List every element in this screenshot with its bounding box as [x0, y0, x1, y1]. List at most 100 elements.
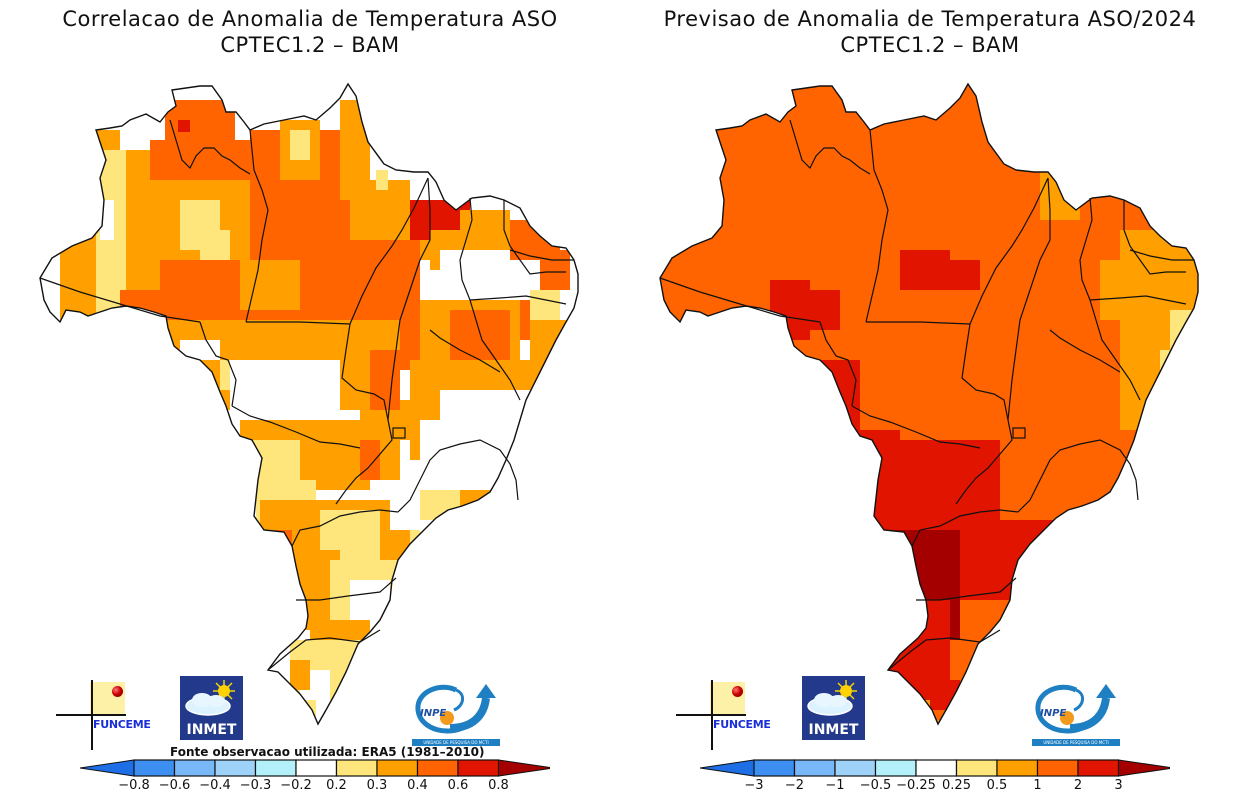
colorbar-tick-label: −2 [785, 778, 804, 793]
colorbar-arrow-high [498, 759, 550, 777]
state-border [459, 197, 473, 301]
state-border [659, 277, 821, 323]
state-border [955, 419, 1013, 505]
colorbar-bin [955, 759, 998, 777]
state-border [469, 295, 567, 305]
source-note: Fonte observacao utilizada: ERA5 (1981–2… [170, 745, 485, 759]
state-border [1007, 177, 1051, 421]
colorbar-arrow-high [1118, 759, 1170, 777]
colorbar-tick-label: −3 [744, 778, 763, 793]
colorbar-tick-label: 2 [1074, 778, 1082, 793]
state-border [961, 323, 1009, 421]
state-border [39, 277, 201, 323]
colorbar-tick-label: 0.25 [942, 778, 971, 793]
grid-cell [980, 690, 1010, 720]
grid-cell [160, 260, 250, 320]
colorbar-bin [457, 759, 500, 777]
state-border [1123, 200, 1186, 275]
colorbar-bin [753, 759, 796, 777]
grid-cell [890, 700, 930, 724]
colorbar-tick-label: 0.4 [407, 778, 428, 793]
grid-cell [240, 260, 300, 310]
inmet-logo: INMET [802, 676, 865, 740]
left-title: Correlacao de Anomalia de Temperatura AS… [62, 7, 558, 31]
correlation-colorbar: −0.8 −0.6 −0.4 −0.3 −0.2 0.2 0.3 0.4 0.6 0.8 [80, 759, 550, 793]
grid-cell [1040, 170, 1080, 220]
grid-cell [900, 720, 950, 724]
grid-cell [178, 120, 190, 132]
inpe-swirl-icon: INPE [1035, 684, 1116, 734]
left-subtitle: CPTEC1.2 – BAM [220, 33, 400, 57]
colorbar-tick-label: −0.5 [860, 778, 892, 793]
grid-cell [420, 420, 510, 480]
state-border [789, 119, 871, 175]
state-border [911, 509, 1019, 547]
state-border [169, 119, 251, 175]
state-border [429, 329, 501, 373]
grid-cell [360, 440, 380, 480]
state-border [469, 299, 521, 401]
grid-cell [290, 660, 310, 690]
colorbar-tick-label: −0.6 [159, 778, 191, 793]
colorbar-arrow-low [700, 759, 755, 777]
grid-cell [800, 290, 840, 330]
grid-cell [296, 700, 316, 724]
cloud-sun-icon [807, 680, 857, 716]
colorbar-tick-label: −0.25 [896, 778, 936, 793]
state-border [245, 129, 269, 323]
grid-cell [262, 530, 292, 560]
correlation-panel: Correlacao de Anomalia de Temperatura AS… [39, 7, 579, 793]
state-border [341, 323, 389, 421]
grid-cell [370, 350, 400, 410]
grid-cell [180, 340, 220, 360]
colorbar-bin [335, 759, 378, 777]
colorbar-tick-label: −0.4 [199, 778, 231, 793]
colorbar-tick-label: 0.5 [987, 778, 1008, 793]
grid-cell [165, 100, 235, 180]
state-border [349, 177, 429, 325]
grid-cell [1140, 380, 1180, 440]
colorbar-bin [254, 759, 297, 777]
forecast-colorbar: −3 −2 −1 −0.5 −0.25 0.25 0.5 1 2 3 [700, 759, 1170, 793]
state-border [503, 200, 566, 275]
colorbar-bin [376, 759, 419, 777]
grid-cell [980, 530, 1070, 580]
state-border [291, 509, 399, 547]
state-border [916, 577, 1017, 601]
state-border [267, 629, 381, 671]
inpe-logo: INPE UNIDADE DE PESQUISA DO MCTI [410, 680, 502, 746]
grid-cell [460, 490, 500, 510]
colorbar-bin [996, 759, 1039, 777]
colorbar-bin [1077, 759, 1120, 777]
grid-cell [920, 260, 980, 290]
state-border [1017, 439, 1131, 513]
country-border [659, 82, 1199, 726]
colorbar-arrow-low [80, 759, 135, 777]
state-border [1129, 463, 1139, 501]
grid-cell [250, 440, 300, 480]
state-border [1089, 299, 1141, 401]
state-border [509, 249, 574, 261]
colorbar-bin [915, 759, 958, 777]
state-border [509, 463, 519, 501]
colorbar-bin [133, 759, 176, 777]
grid-cell [290, 130, 310, 160]
grid-cell [200, 230, 230, 260]
anomaly-grid [40, 84, 578, 724]
colorbar-tick-label: −0.2 [280, 778, 312, 793]
country-border [39, 82, 579, 726]
state-border [851, 405, 981, 449]
correlation-map [39, 82, 579, 726]
svg-text:INPE: INPE [1040, 708, 1066, 719]
state-border [819, 321, 857, 407]
anomaly-grid [660, 84, 1198, 724]
federal-district-border [1012, 427, 1026, 439]
cloud-sun-icon [185, 680, 235, 716]
colorbar-tick-label: −1 [825, 778, 844, 793]
colorbar-tick-label: 0.8 [488, 778, 509, 793]
federal-district-border [392, 427, 406, 439]
state-border [866, 321, 971, 325]
funceme-logo: FUNCEME [672, 680, 782, 750]
colorbar-bin [416, 759, 459, 777]
forecast-panel: Previsao de Anomalia de Temperatura ASO/… [620, 0, 1240, 802]
